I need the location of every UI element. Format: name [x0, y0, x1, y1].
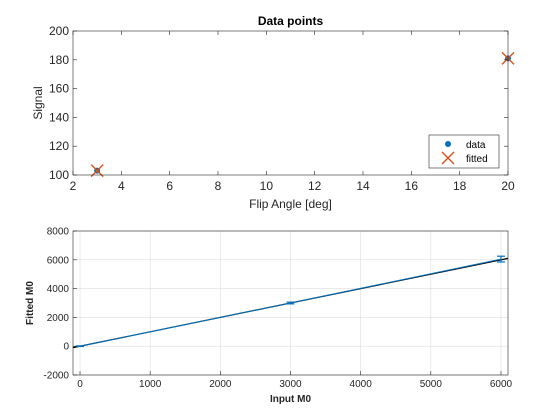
x-tick-label: 4000 — [350, 379, 373, 390]
identity-plot: 0 1000 2000 3000 4000 5000 6000 -2000 0 2000 4000… — [25, 227, 513, 406]
x-tick-label: 12 — [308, 179, 322, 193]
x-axis-ticks: 0 1000 2000 3000 4000 5000 6000 — [77, 371, 513, 390]
y-axis-label: Signal — [31, 86, 45, 119]
x-tick-label: 20 — [501, 179, 515, 193]
fitted-point-stroke — [90, 164, 104, 178]
y-tick-label: 6000 — [47, 255, 70, 266]
errorbar — [286, 301, 295, 305]
y-axis-ticks: -2000 0 2000 4000 6000 8000 — [43, 227, 77, 382]
y-tick-label: 200 — [49, 24, 69, 38]
x-tick-label: 4 — [118, 179, 125, 193]
y-tick-label: 4000 — [47, 284, 70, 295]
x-tick-label: 2 — [70, 179, 77, 193]
legend-entry-data: data — [466, 140, 486, 151]
legend-marker-data — [445, 141, 451, 147]
x-axis-label: Flip Angle [deg] — [249, 197, 332, 211]
chart-title: Data points — [258, 14, 324, 28]
y-tick-label: -2000 — [43, 371, 69, 382]
x-tick-label: 1000 — [139, 379, 162, 390]
y-axis-ticks: 100 120 140 160 180 200 — [49, 24, 508, 182]
y-axis-label: Fitted M0 — [25, 281, 36, 325]
x-axis-label: Input M0 — [270, 394, 312, 405]
scatter-plot: 2 4 6 8 10 12 14 16 18 20 100 120 140 160 180 200 Data… — [31, 14, 515, 211]
legend-box — [428, 134, 500, 169]
y-tick-label: 2000 — [47, 313, 70, 324]
y-tick-label: 100 — [49, 168, 69, 182]
x-tick-label: 0 — [77, 379, 83, 390]
y-tick-label: 160 — [49, 82, 69, 96]
axes-box — [72, 30, 509, 176]
y-tick-label: 180 — [49, 53, 69, 67]
x-tick-label: 10 — [260, 179, 274, 193]
x-tick-label: 6 — [166, 179, 173, 193]
errorbar — [496, 255, 505, 263]
y-tick-label: 8000 — [47, 227, 70, 238]
x-axis-ticks: 2 4 6 8 10 12 14 16 18 20 — [70, 31, 515, 193]
y-tick-label: 0 — [63, 342, 69, 353]
x-tick-label: 3000 — [279, 379, 302, 390]
x-tick-label: 8 — [215, 179, 222, 193]
x-tick-label: 6000 — [490, 379, 513, 390]
x-tick-label: 16 — [405, 179, 419, 193]
x-tick-label: 5000 — [420, 379, 443, 390]
x-tick-label: 18 — [453, 179, 467, 193]
x-tick-label: 14 — [356, 179, 370, 193]
errorbar — [76, 345, 85, 348]
fitted-point — [90, 164, 104, 178]
y-tick-label: 120 — [49, 139, 69, 153]
legend-marker-fitted — [441, 151, 455, 165]
legend-entry-fitted: fitted — [466, 154, 488, 165]
y-tick-label: 140 — [49, 110, 69, 124]
plot-marks — [72, 255, 509, 349]
legend: data fitted — [428, 134, 500, 169]
x-tick-label: 2000 — [209, 379, 232, 390]
